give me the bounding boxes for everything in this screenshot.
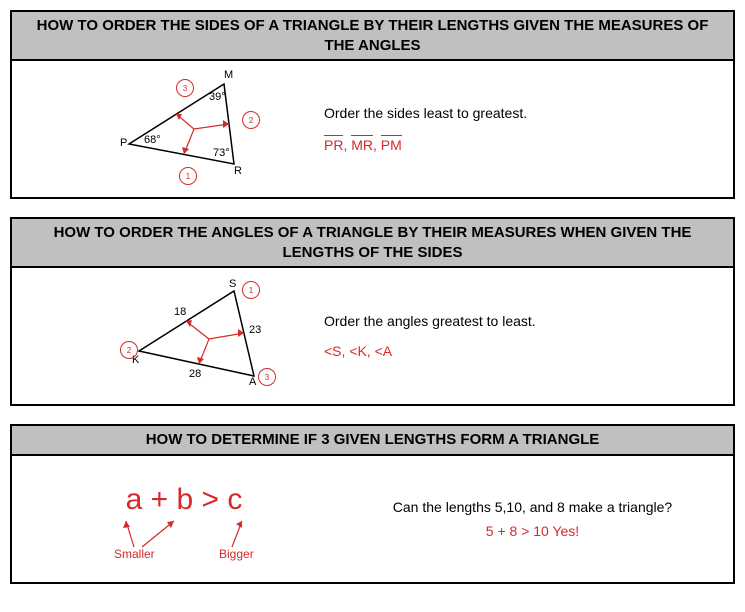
answer-seg-3: PM bbox=[381, 135, 402, 153]
section3-prompt: Can the lengths 5,10, and 8 make a trian… bbox=[344, 499, 721, 515]
vertex-M: M bbox=[224, 69, 233, 81]
angle-M: 39° bbox=[209, 91, 226, 103]
rank2-circle-3: 3 bbox=[258, 368, 276, 386]
smaller-label: Smaller bbox=[114, 547, 155, 561]
side-KS: 18 bbox=[174, 306, 186, 318]
section3-answer: 5 + 8 > 10 Yes! bbox=[344, 523, 721, 539]
section1-body: P M R 68° 39° 73° 1 2 3 Order the sides … bbox=[12, 61, 733, 197]
section2-prompt: Order the angles greatest to least. bbox=[324, 313, 721, 329]
triangle1-svg bbox=[24, 69, 304, 189]
side-SA: 23 bbox=[249, 324, 261, 336]
bigger-label: Bigger bbox=[219, 547, 254, 561]
vertex-R: R bbox=[234, 165, 242, 177]
triangle-diagram-1: P M R 68° 39° 73° 1 2 3 bbox=[24, 69, 304, 189]
section3-right: Can the lengths 5,10, and 8 make a trian… bbox=[344, 499, 721, 539]
angle-P: 68° bbox=[144, 134, 161, 146]
section-order-angles: HOW TO ORDER THE ANGLES OF A TRIANGLE BY… bbox=[10, 217, 735, 406]
section1-answer: PR, MR, PM bbox=[324, 135, 721, 153]
triangle-diagram-2: K S A 18 23 28 1 2 3 bbox=[24, 276, 304, 396]
formula-area: a + b > c Smaller Bigger bbox=[24, 469, 344, 569]
section2-header: HOW TO ORDER THE ANGLES OF A TRIANGLE BY… bbox=[12, 219, 733, 268]
vertex-P: P bbox=[120, 137, 127, 149]
rank2-circle-2: 2 bbox=[120, 341, 138, 359]
section-triangle-inequality: HOW TO DETERMINE IF 3 GIVEN LENGTHS FORM… bbox=[10, 424, 735, 584]
section3-header: HOW TO DETERMINE IF 3 GIVEN LENGTHS FORM… bbox=[12, 426, 733, 456]
section2-answer: <S, <K, <A bbox=[324, 343, 721, 359]
section1-right: Order the sides least to greatest. PR, M… bbox=[304, 105, 721, 153]
answer-seg-1: PR bbox=[324, 135, 343, 153]
rank-circle-3: 3 bbox=[176, 79, 194, 97]
section2-body: K S A 18 23 28 1 2 3 Order the angles gr… bbox=[12, 268, 733, 404]
section1-prompt: Order the sides least to greatest. bbox=[324, 105, 721, 121]
formula-arrows bbox=[24, 469, 344, 569]
rank-circle-2: 2 bbox=[242, 111, 260, 129]
rank2-circle-1: 1 bbox=[242, 281, 260, 299]
section1-header: HOW TO ORDER THE SIDES OF A TRIANGLE BY … bbox=[12, 12, 733, 61]
angle-R: 73° bbox=[213, 147, 230, 159]
vertex-S: S bbox=[229, 278, 236, 290]
side-KA: 28 bbox=[189, 368, 201, 380]
vertex-A: A bbox=[249, 376, 256, 388]
section-order-sides: HOW TO ORDER THE SIDES OF A TRIANGLE BY … bbox=[10, 10, 735, 199]
rank-circle-1: 1 bbox=[179, 167, 197, 185]
section2-right: Order the angles greatest to least. <S, … bbox=[304, 313, 721, 359]
answer-seg-2: MR bbox=[351, 135, 373, 153]
section3-body: a + b > c Smaller Bigger Can the lengths… bbox=[12, 456, 733, 582]
